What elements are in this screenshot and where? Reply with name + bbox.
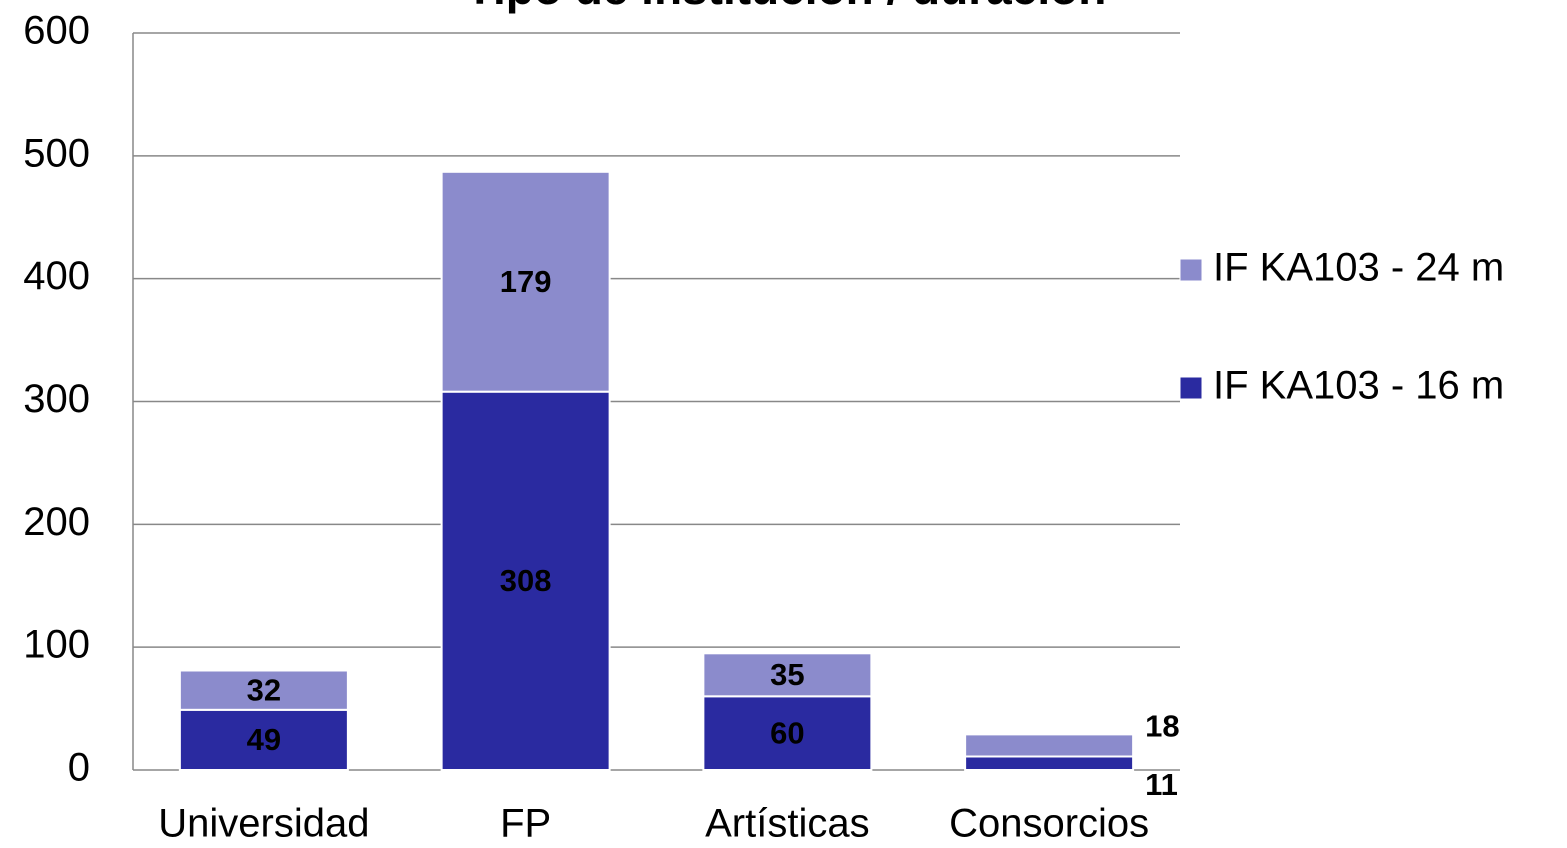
bar-segment bbox=[702, 695, 873, 771]
bar-segment bbox=[178, 708, 349, 771]
legend-swatch bbox=[1179, 258, 1203, 282]
bar-segment bbox=[964, 755, 1135, 772]
y-tick-label: 300 bbox=[23, 377, 90, 421]
data-label: 32 bbox=[247, 672, 281, 707]
y-tick-label: 500 bbox=[23, 131, 90, 175]
x-tick-label: Universidad bbox=[158, 802, 369, 846]
y-tick-label: 400 bbox=[23, 254, 90, 298]
data-label: 60 bbox=[770, 715, 804, 750]
bar-segment bbox=[178, 669, 349, 711]
legend-label: IF KA103 - 16 m bbox=[1213, 364, 1504, 408]
data-label: 49 bbox=[247, 722, 281, 757]
data-label: 35 bbox=[770, 657, 804, 692]
data-label: 179 bbox=[500, 264, 552, 299]
data-label: 11 bbox=[1145, 767, 1178, 802]
bar-segment bbox=[440, 390, 611, 771]
y-tick-label: 0 bbox=[68, 746, 90, 790]
x-tick-label: Artísticas bbox=[705, 802, 869, 846]
bar-segment bbox=[964, 733, 1135, 758]
bar-segment bbox=[440, 170, 611, 393]
y-tick-label: 200 bbox=[23, 500, 90, 544]
legend-label: IF KA103 - 24 m bbox=[1213, 246, 1504, 290]
y-tick-label: 600 bbox=[23, 9, 90, 53]
x-tick-label: Consorcios bbox=[949, 802, 1149, 846]
data-label: 18 bbox=[1145, 709, 1179, 744]
data-label: 308 bbox=[500, 563, 552, 598]
legend-swatch bbox=[1179, 376, 1203, 400]
y-tick-label: 100 bbox=[23, 623, 90, 667]
x-tick-label: FP bbox=[500, 802, 551, 846]
chart-title: Tipo de institución / duración bbox=[466, 0, 1107, 14]
bar-segment bbox=[702, 652, 873, 698]
